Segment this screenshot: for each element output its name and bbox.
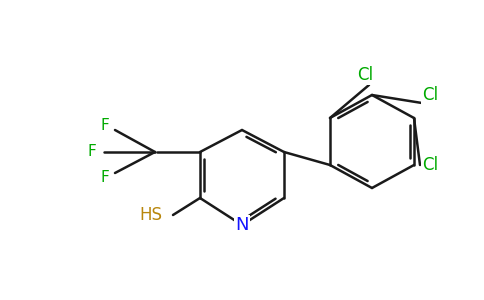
Text: Cl: Cl [357, 66, 373, 84]
Text: F: F [101, 118, 109, 133]
Text: F: F [88, 145, 96, 160]
Text: Cl: Cl [422, 86, 438, 104]
Text: N: N [235, 216, 249, 234]
Text: F: F [101, 170, 109, 185]
Text: HS: HS [139, 206, 163, 224]
Text: Cl: Cl [422, 156, 438, 174]
